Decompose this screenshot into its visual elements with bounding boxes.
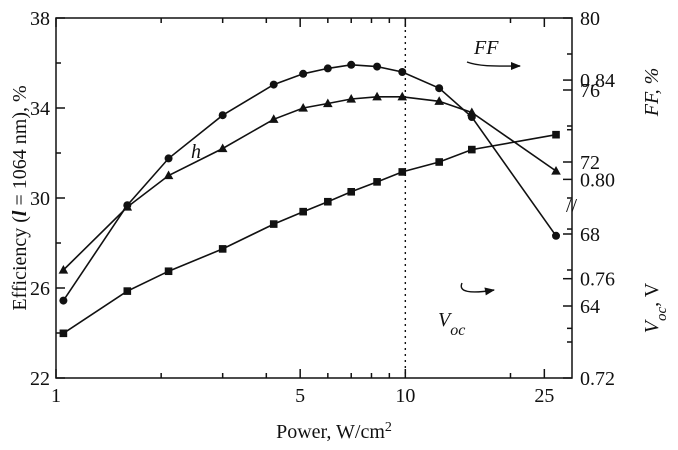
voc-data-point	[347, 187, 356, 196]
x-axis-title-main: Power, W/cm	[276, 421, 385, 443]
left-tick-label: 30	[30, 188, 50, 210]
ff-data-point	[552, 231, 561, 240]
eta-data-point	[551, 166, 561, 175]
x-tick-label: 1	[51, 385, 61, 407]
left-axis-title-part-3: = 1064 nm), %	[9, 85, 31, 210]
eta-series-label: h	[191, 141, 201, 163]
voc-data-point	[398, 168, 407, 176]
voc-data-point	[218, 245, 227, 253]
axis-ticks	[55, 17, 572, 379]
left-axis-title-part-1: Efficiency (	[9, 216, 31, 311]
eta-data-point	[397, 91, 408, 101]
eta-data-point	[58, 265, 69, 274]
voc-data-point	[552, 130, 560, 139]
ff-annotation-arrow	[466, 61, 521, 71]
ff-data-point	[59, 296, 68, 305]
eta-data-point	[268, 114, 279, 123]
ff-tick-label: 76	[580, 80, 600, 102]
left-tick-label: 26	[30, 278, 50, 300]
ff-tick-label: 72	[580, 152, 600, 174]
series-layer	[58, 60, 561, 338]
voc-data-point	[373, 178, 381, 186]
left-tick-label: 22	[30, 368, 50, 390]
ff-data-point	[398, 68, 407, 76]
voc-tick-label: 0.72	[580, 368, 615, 390]
right-ff-axis-title: FF, %	[641, 68, 663, 118]
left-axis-title-symbol: l	[9, 210, 31, 216]
ff-data-point	[435, 84, 444, 93]
ff-tick-label: 80	[580, 8, 600, 30]
ff-tick-label: 68	[580, 224, 600, 246]
voc-data-point	[324, 197, 332, 206]
ff-data-point	[467, 113, 476, 121]
x-axis-title-superscript: 2	[385, 420, 392, 435]
x-tick-label: 10	[395, 385, 415, 407]
ff-tick-label: 64	[580, 296, 600, 318]
ff-data-point	[373, 62, 382, 71]
eta-data-point	[163, 170, 174, 180]
voc-data-point	[269, 220, 278, 228]
ff-data-point	[347, 60, 356, 69]
ff-data-point	[123, 201, 132, 210]
ff-data-point	[164, 154, 173, 163]
right-voc-title-tail: , V	[641, 282, 663, 307]
series-line-circle	[62, 63, 557, 302]
right-voc-title-sub: oc	[654, 307, 670, 322]
voc-label-main: V	[438, 309, 453, 331]
left-tick-label: 38	[30, 8, 50, 30]
x-tick-label: 5	[295, 385, 305, 407]
voc-data-point	[123, 287, 132, 295]
right-voc-axis-title: Voc, V	[641, 282, 670, 333]
eta-data-point	[323, 98, 333, 108]
voc-data-point	[299, 207, 307, 216]
ff-data-point	[269, 80, 278, 89]
ff-data-point	[299, 69, 308, 78]
voc-tick-label: 0.84	[580, 70, 615, 92]
voc-data-point	[59, 329, 68, 338]
eta-data-point	[372, 91, 382, 101]
ff-series-label: FF	[473, 37, 499, 59]
series-line-triangle	[62, 96, 557, 271]
ff-data-point	[323, 64, 332, 73]
eta-data-point	[346, 94, 357, 103]
voc-tick-label: 0.76	[580, 269, 615, 291]
voc-tick-label: 0.80	[580, 169, 615, 191]
voc-label-sub: oc	[450, 322, 465, 339]
left-tick-label: 34	[30, 98, 50, 120]
x-axis-title: Power, W/cm2	[276, 420, 392, 444]
voc-data-point	[435, 158, 443, 166]
voc-data-point	[164, 267, 173, 276]
voc-data-point	[468, 145, 476, 154]
left-axis-title: Efficiency (l = 1064 nm), %	[9, 85, 31, 310]
eta-data-point	[217, 143, 228, 153]
eta-data-point	[298, 103, 308, 112]
voc-annotation-arrow	[460, 282, 495, 296]
series-line-square	[62, 133, 557, 334]
voc-series-label: Voc	[438, 309, 465, 339]
ff-data-point	[218, 111, 227, 120]
right-voc-title-main: V	[641, 318, 663, 333]
eta-data-point	[434, 96, 444, 105]
x-tick-label: 25	[534, 385, 554, 407]
axis-break-mark: //	[566, 195, 578, 217]
